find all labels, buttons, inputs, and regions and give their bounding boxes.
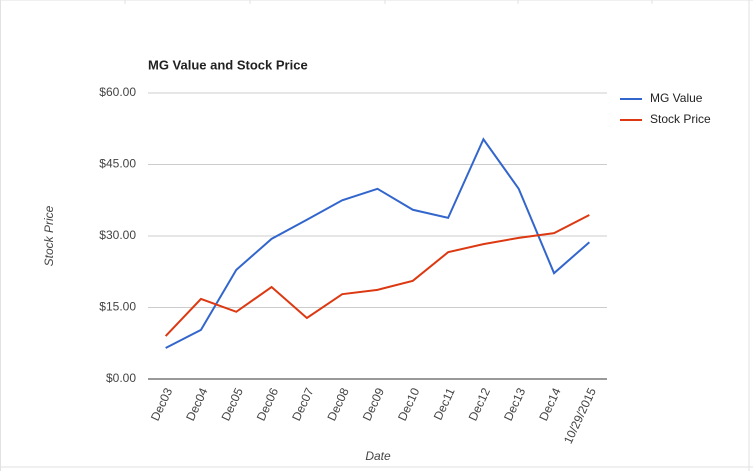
x-tick-label: Dec07: [289, 385, 316, 423]
y-tick-label: $45.00: [99, 157, 136, 171]
legend-label: MG Value: [650, 91, 703, 105]
x-tick-label: Dec05: [219, 385, 246, 423]
y-tick-label: $30.00: [99, 228, 136, 242]
y-tick-label: $60.00: [99, 85, 136, 99]
x-tick-label: 10/29/2015: [561, 385, 599, 446]
x-tick-label: Dec10: [395, 385, 422, 423]
x-tick-label: Dec11: [431, 385, 458, 422]
x-tick-label: Dec09: [360, 385, 387, 423]
x-tick-label: Dec13: [501, 385, 528, 423]
x-tick-label: Dec08: [324, 385, 351, 423]
x-tick-label: Dec03: [148, 385, 175, 423]
x-tick-label: Dec12: [466, 385, 493, 423]
legend-label: Stock Price: [650, 112, 711, 126]
series-line: [164, 214, 590, 337]
y-axis-title: Stock Price: [42, 205, 56, 266]
y-tick-label: $15.00: [99, 300, 136, 314]
x-tick-label: Dec06: [254, 385, 281, 423]
chart-title: MG Value and Stock Price: [148, 57, 308, 72]
series-line: [165, 137, 591, 349]
x-tick-label: Dec14: [536, 385, 563, 423]
x-axis-title: Date: [365, 449, 391, 463]
y-tick-label: $0.00: [106, 371, 136, 385]
x-tick-label: Dec04: [183, 385, 210, 423]
